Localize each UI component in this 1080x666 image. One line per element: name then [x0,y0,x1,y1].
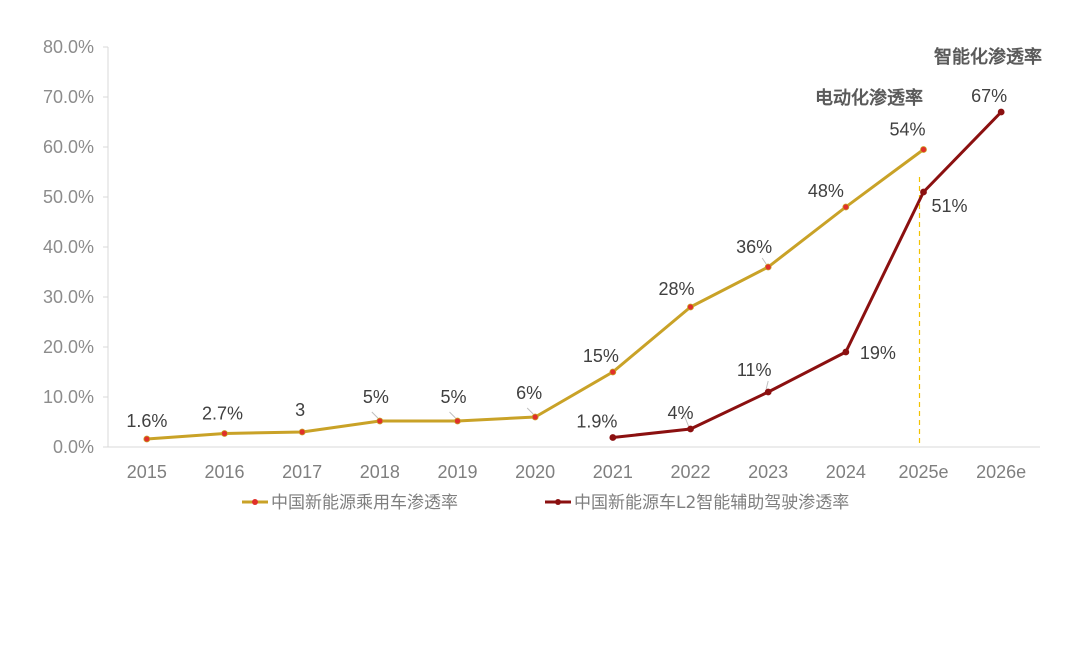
data-point-0 [764,263,772,271]
y-tick-label: 10.0% [43,387,94,407]
x-tick-label: 2023 [748,462,788,482]
y-tick-label: 50.0% [43,187,94,207]
data-labels: 1.6% 2.7% 3 5% 5% 6% 15% 28% 36% 48% 54% 1.9% 4% 11% 1… [126,86,1007,432]
data-point-0 [920,146,927,153]
data-label-0: 15% [583,346,619,366]
data-point-0 [298,428,306,436]
data-label-0: 28% [658,279,694,299]
x-tick-label: 2018 [360,462,400,482]
x-tick-label: 2022 [670,462,710,482]
x-tick-label: 2026e [976,462,1026,482]
data-label-0: 2.7% [202,404,243,424]
x-tick-label: 2017 [282,462,322,482]
series-points [143,108,1005,443]
x-tick-label: 2024 [826,462,866,482]
data-point-0 [221,430,228,437]
data-label-0: 1.6% [126,411,167,431]
x-tick-label: 2016 [204,462,244,482]
data-point-1 [997,108,1005,116]
legend-label-0: 中国新能源乘用车渗透率 [271,493,458,513]
data-point-1 [764,388,772,396]
data-label-0: 5% [440,387,466,407]
series-lines [146,110,1003,441]
leader-line [765,380,769,390]
y-tick-label: 60.0% [43,137,94,157]
legend: 中国新能源乘用车渗透率 中国新能源车L2智能辅助驾驶渗透率 [242,493,849,513]
leader-line [526,407,534,415]
data-label-1: 51% [931,196,967,216]
data-label-0: 3 [295,400,305,420]
x-tick-label: 2019 [437,462,477,482]
data-label-1: 1.9% [576,412,617,432]
data-point-1 [920,188,927,196]
data-point-0 [376,417,384,425]
data-point-0 [454,417,461,425]
data-label-1: 11% [737,360,772,380]
data-point-1 [687,425,694,433]
data-label-0: 48% [808,181,844,201]
data-point-0 [531,413,539,421]
y-tick-label: 40.0% [43,237,94,257]
legend-label-1: 中国新能源车L2智能辅助驾驶渗透率 [574,493,849,513]
y-tick-label: 70.0% [43,87,94,107]
data-label-0: 6% [516,383,542,403]
data-point-0 [842,203,850,211]
data-label-1: 19% [860,343,896,363]
data-point-1 [842,348,850,356]
data-label-0: 5% [363,387,389,407]
data-label-0: 54% [889,120,925,140]
leader-line [684,415,689,427]
annotation-electrification: 电动化渗透率 [815,87,923,109]
x-tick-label: 2025e [898,462,948,482]
legend-swatch-marker-1 [555,499,561,505]
data-point-1 [609,434,617,441]
x-tick-label: 2021 [593,462,633,482]
data-point-0 [143,435,151,443]
leader-line [761,257,767,265]
x-tick-label: 2015 [127,462,167,482]
data-label-0: 36% [736,237,772,257]
y-tick-label: 80.0% [43,37,94,57]
data-label-1: 4% [667,403,693,423]
series-line-1 [612,110,1003,439]
leader-line [449,411,456,419]
leader-line [371,411,379,419]
y-tick-label: 30.0% [43,287,94,307]
data-point-0 [609,368,617,376]
chart-axes: 0.0% 10.0% 20.0% 30.0% 40.0% 50.0% 60.0% 70.0% 8… [43,37,1040,482]
data-label-1: 67% [971,86,1007,106]
data-point-0 [687,303,694,311]
annotation-intelligence: 智能化渗透率 [934,46,1042,68]
legend-swatch-marker-0 [252,499,258,505]
x-tick-label: 2020 [515,462,555,482]
y-tick-label: 20.0% [43,337,94,357]
y-tick-label: 0.0% [53,437,94,457]
chart-annotations: 电动化渗透率 智能化渗透率 [815,46,1042,109]
